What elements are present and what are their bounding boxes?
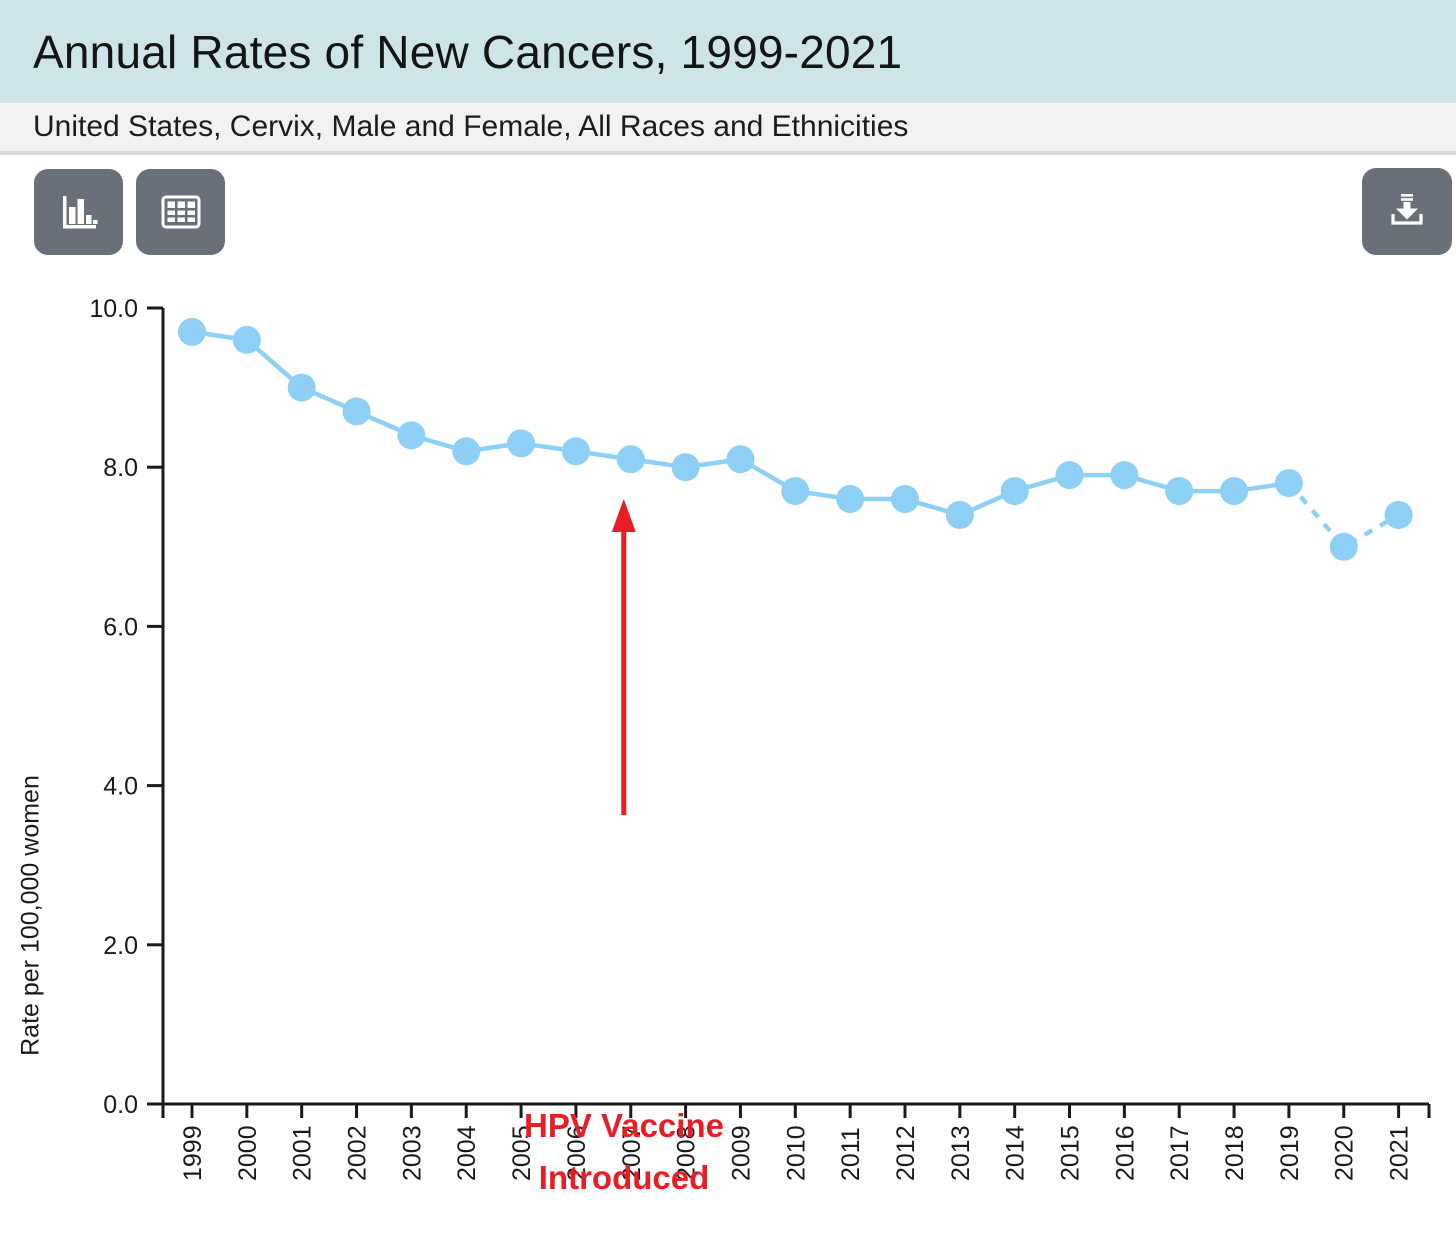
x-tick-label: 2005 (508, 1125, 536, 1181)
data-point-2017[interactable] (1165, 477, 1194, 506)
line-chart-plot: 0.0 2.0 4.0 6.0 8.0 10.0 1999 2000 2001 2002 2003 2… (89, 295, 1431, 1181)
data-point-2016[interactable] (1110, 461, 1139, 490)
line-chart-region: 0.0 2.0 4.0 6.0 8.0 10.0 1999 2000 2001 2002 2003 2… (0, 255, 1456, 1237)
data-point-2018[interactable] (1220, 477, 1249, 506)
x-tick-label: 2000 (234, 1125, 262, 1181)
data-point-2019[interactable] (1274, 469, 1303, 498)
data-point-1999[interactable] (178, 317, 206, 346)
x-tick-label: 2013 (947, 1125, 975, 1181)
y-tick-label: 8.0 (103, 454, 138, 482)
download-button[interactable] (1362, 168, 1452, 255)
x-tick-label: 2010 (782, 1125, 810, 1181)
series-line-dashed (1287, 481, 1400, 550)
bar-chart-view-button[interactable] (34, 169, 123, 255)
annotation-line-2: Introduced (538, 1159, 710, 1196)
data-point-2012[interactable] (890, 485, 919, 514)
x-tick-label: 2007 (618, 1125, 646, 1181)
x-tick-label: 2021 (1386, 1125, 1414, 1181)
x-tick-label: 2016 (1111, 1125, 1139, 1181)
bar-chart-icon (62, 196, 97, 229)
x-tick-label: 2001 (289, 1125, 317, 1181)
data-point-2010[interactable] (781, 477, 810, 506)
data-point-2020[interactable] (1329, 532, 1358, 561)
table-view-button[interactable] (136, 169, 225, 255)
data-point-2004[interactable] (452, 437, 481, 466)
chart-title-band: Annual Rates of New Cancers, 1999-2021 (0, 0, 1456, 103)
data-point-2000[interactable] (232, 325, 261, 354)
annotation-arrow-head (611, 499, 636, 532)
x-tick-label: 2003 (398, 1125, 426, 1181)
data-point-2007[interactable] (616, 445, 645, 474)
data-point-2013[interactable] (945, 500, 974, 529)
x-tick-label: 2018 (1221, 1125, 1249, 1181)
y-tick-label: 10.0 (89, 295, 138, 323)
data-point-2009[interactable] (726, 445, 755, 474)
data-point-2015[interactable] (1055, 461, 1084, 490)
data-point-2014[interactable] (1000, 477, 1029, 506)
data-point-2021[interactable] (1384, 500, 1413, 529)
chart-subtitle-band: United States, Cervix, Male and Female, … (0, 103, 1456, 155)
x-tick-label: 2006 (563, 1125, 591, 1181)
x-tick-label: 2020 (1331, 1125, 1359, 1181)
page-title: Annual Rates of New Cancers, 1999-2021 (33, 25, 903, 78)
x-tick-label: 2015 (1057, 1125, 1085, 1181)
y-tick-label: 2.0 (103, 932, 138, 960)
x-tick-label: 2002 (344, 1125, 372, 1181)
data-point-2003[interactable] (397, 421, 426, 450)
x-tick-label: 2012 (892, 1125, 920, 1181)
data-point-2011[interactable] (836, 485, 865, 514)
download-icon (1391, 193, 1423, 225)
y-axis-title: Rate per 100,000 women (16, 775, 45, 1056)
x-tick-label: 2014 (1002, 1125, 1030, 1181)
y-tick-label: 0.0 (103, 1091, 138, 1119)
x-tick-label: 1999 (179, 1125, 207, 1181)
data-point-2005[interactable] (507, 429, 536, 458)
x-tick-label: 2004 (453, 1125, 481, 1181)
x-tick-label: 2009 (727, 1125, 755, 1181)
y-tick-label: 4.0 (103, 773, 138, 801)
data-point-2006[interactable] (561, 437, 590, 466)
table-icon (161, 195, 200, 229)
data-point-2008[interactable] (671, 453, 700, 482)
annotation-text: HPV Vaccine Introduced (424, 1100, 824, 1204)
x-tick-label: 2019 (1276, 1125, 1304, 1181)
annotation-line-1: HPV Vaccine (524, 1107, 724, 1144)
data-point-2002[interactable] (342, 397, 371, 426)
chart-subtitle: United States, Cervix, Male and Female, … (33, 110, 909, 143)
y-tick-label: 6.0 (103, 613, 138, 641)
x-tick-label: 2011 (837, 1127, 865, 1181)
x-tick-label: 2008 (673, 1125, 701, 1181)
data-point-2001[interactable] (287, 373, 316, 402)
x-tick-label: 2017 (1166, 1125, 1194, 1181)
